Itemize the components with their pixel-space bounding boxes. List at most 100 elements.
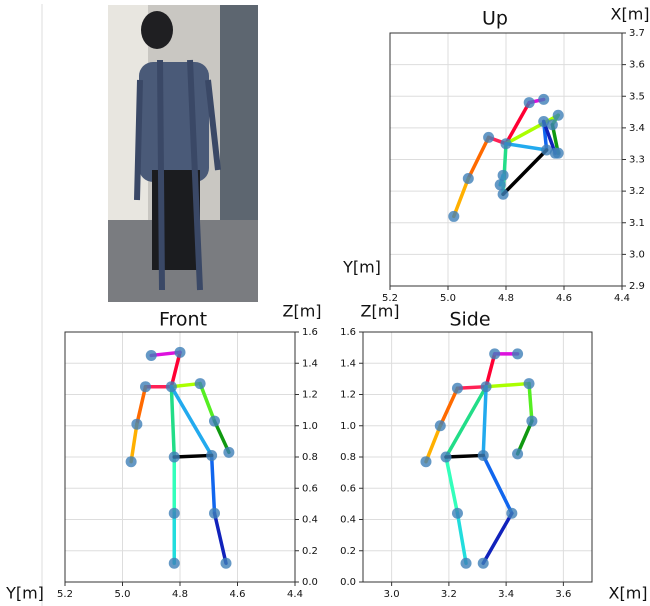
joint xyxy=(553,110,564,121)
joint xyxy=(209,508,220,519)
bone xyxy=(506,144,547,150)
plot-title: Front xyxy=(159,309,207,331)
bone xyxy=(454,178,469,216)
joint xyxy=(209,416,220,427)
bone xyxy=(446,457,457,513)
y-tick-label: 3.3 xyxy=(629,155,645,166)
x-tick-label: 4.6 xyxy=(556,293,572,304)
joint xyxy=(448,211,459,222)
bone xyxy=(486,384,529,387)
joint xyxy=(478,558,489,569)
joint xyxy=(526,416,537,427)
x-axis-label: Y[m] xyxy=(5,584,44,603)
x-tick-label: 3.0 xyxy=(384,589,400,600)
joint xyxy=(506,508,517,519)
x-tick-label: 5.0 xyxy=(115,589,131,600)
y-tick-label: 0.4 xyxy=(302,515,318,526)
y-tick-label: 1.2 xyxy=(302,390,318,401)
y-tick-label: 3.6 xyxy=(629,60,645,71)
joint xyxy=(146,350,157,361)
y-tick-label: 3.5 xyxy=(629,91,645,102)
x-tick-label: 4.4 xyxy=(614,293,630,304)
y-tick-label: 3.4 xyxy=(629,123,645,134)
joint xyxy=(498,189,509,200)
y-axis-label: Z[m] xyxy=(360,302,399,321)
joint xyxy=(512,448,523,459)
y-tick-label: 0.4 xyxy=(340,515,356,526)
bone xyxy=(212,455,215,513)
joint xyxy=(140,381,151,392)
joint xyxy=(175,347,186,358)
y-tick-label: 3.1 xyxy=(629,218,645,229)
joint xyxy=(483,132,494,143)
bone xyxy=(483,455,512,513)
y-tick-label: 0.6 xyxy=(340,483,356,494)
bone xyxy=(174,455,211,457)
y-tick-label: 1.6 xyxy=(302,327,318,338)
joint xyxy=(195,378,206,389)
y-tick-label: 0.0 xyxy=(302,577,318,588)
joint xyxy=(452,508,463,519)
x-tick-label: 4.8 xyxy=(498,293,514,304)
y-tick-label: 0.2 xyxy=(340,546,356,557)
bone xyxy=(468,137,488,178)
joint xyxy=(166,381,177,392)
bone xyxy=(503,150,546,194)
joint xyxy=(538,116,549,127)
x-tick-label: 5.2 xyxy=(57,589,73,600)
plot-title: Up xyxy=(482,8,508,30)
joint xyxy=(495,179,506,190)
y-tick-label: 0.2 xyxy=(302,546,318,557)
x-tick-label: 3.2 xyxy=(441,589,457,600)
joint xyxy=(463,173,474,184)
joint xyxy=(131,419,142,430)
y-tick-label: 1.2 xyxy=(340,390,356,401)
y-tick-label: 3.2 xyxy=(629,186,645,197)
plot-title: Side xyxy=(449,309,490,331)
bone xyxy=(137,387,146,425)
joint xyxy=(498,170,509,181)
joint xyxy=(550,148,561,159)
x-tick-label: 3.4 xyxy=(498,589,514,600)
y-tick-label: 2.9 xyxy=(629,281,645,292)
x-axis-label: X[m] xyxy=(608,584,647,603)
y-tick-label: 1.4 xyxy=(302,358,318,369)
joint xyxy=(489,348,500,359)
y-tick-label: 0.6 xyxy=(302,483,318,494)
bone xyxy=(171,387,174,457)
x-tick-label: 4.8 xyxy=(172,589,188,600)
x-tick-label: 4.6 xyxy=(230,589,246,600)
bone xyxy=(446,455,483,457)
joint xyxy=(452,383,463,394)
joint xyxy=(169,452,180,463)
bone xyxy=(200,384,214,422)
x-tick-label: 3.6 xyxy=(555,589,571,600)
joint xyxy=(512,348,523,359)
photo xyxy=(108,5,258,302)
joint xyxy=(524,378,535,389)
x-tick-label: 4.4 xyxy=(287,589,303,600)
joint xyxy=(169,558,180,569)
figure: 5.25.04.84.64.42.93.03.13.23.33.43.53.63… xyxy=(0,0,650,606)
x-tick-label: 5.0 xyxy=(440,293,456,304)
bone xyxy=(426,426,440,462)
joint xyxy=(126,456,137,467)
y-tick-label: 3.0 xyxy=(629,249,645,260)
y-tick-label: 1.0 xyxy=(302,421,318,432)
y-tick-label: 0.8 xyxy=(302,452,318,463)
y-axis-label: Z[m] xyxy=(282,302,321,321)
joint xyxy=(435,420,446,431)
x-axis-label: Y[m] xyxy=(342,258,381,277)
y-tick-label: 3.7 xyxy=(629,28,645,39)
bone xyxy=(483,387,486,456)
joint xyxy=(481,381,492,392)
joint xyxy=(206,450,217,461)
bone xyxy=(131,424,137,462)
y-tick-label: 1.4 xyxy=(340,358,356,369)
joint xyxy=(501,138,512,149)
joint xyxy=(478,450,489,461)
joint xyxy=(524,97,535,108)
joint xyxy=(221,558,232,569)
y-tick-label: 1.6 xyxy=(340,327,356,338)
joint xyxy=(441,452,452,463)
